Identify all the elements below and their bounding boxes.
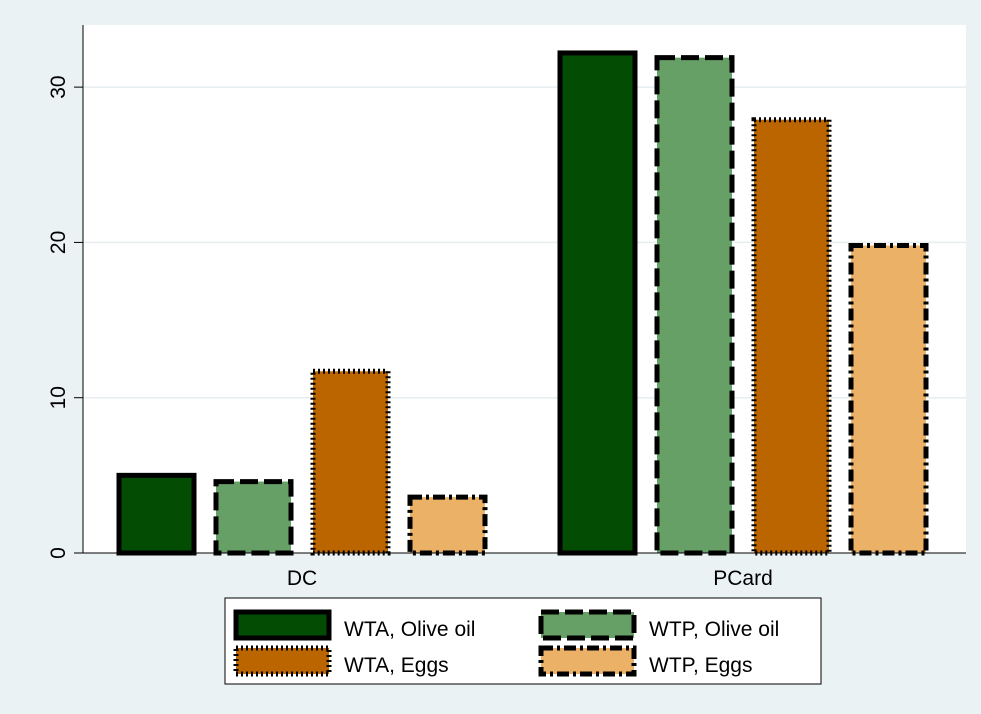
bar — [851, 245, 926, 554]
legend-swatch — [236, 612, 329, 638]
y-tick-label: 0 — [47, 547, 70, 559]
legend-swatch-outline — [538, 609, 637, 641]
legend-swatch — [236, 648, 329, 674]
category-label: PCard — [713, 567, 773, 590]
legend-label: WTA, Eggs — [344, 654, 449, 677]
y-axis-ticks: 0 10 20 30 — [47, 75, 83, 559]
category-label: DC — [287, 567, 317, 590]
axes — [82, 25, 966, 554]
x-axis-categories: DC PCard — [287, 567, 773, 590]
bar — [754, 119, 829, 554]
bar — [657, 57, 732, 554]
bar — [216, 481, 291, 553]
legend-label: WTP, Olive oil — [649, 618, 779, 641]
legend-swatch — [541, 648, 634, 674]
legend-swatch-outline — [233, 609, 332, 641]
bar-outline — [310, 368, 391, 556]
y-tick-label: 30 — [47, 75, 70, 98]
bar — [560, 52, 635, 553]
bar — [119, 475, 194, 553]
legend-label: WTP, Eggs — [649, 654, 752, 677]
legend-swatch-outline — [538, 645, 637, 677]
bar — [313, 371, 388, 553]
bar — [410, 497, 485, 553]
legend: WTA, Olive oil WTP, Olive oil WTA, Eggs WTP… — [224, 597, 822, 685]
plot-area — [83, 25, 966, 553]
y-tick-label: 10 — [47, 386, 70, 409]
legend-label: WTA, Olive oil — [344, 618, 475, 641]
legend-swatch — [541, 612, 634, 638]
legend-swatch-outline — [233, 645, 332, 677]
bars — [116, 50, 929, 556]
y-tick-label: 20 — [47, 231, 70, 254]
